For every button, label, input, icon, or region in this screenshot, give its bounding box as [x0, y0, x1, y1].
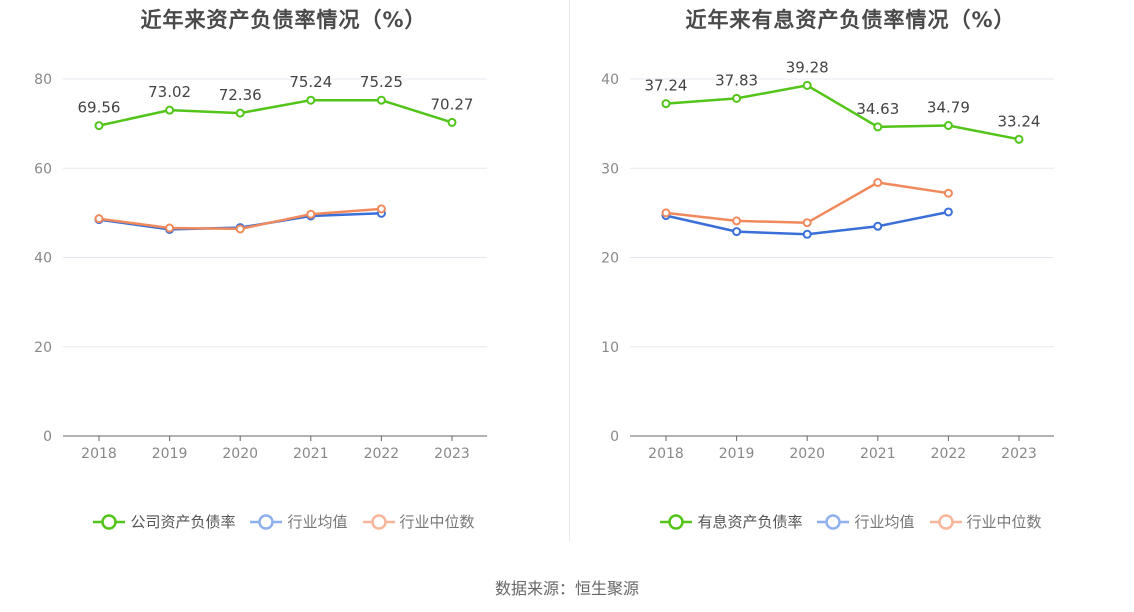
legend-item[interactable]: 行业均值	[249, 511, 348, 532]
data-point	[94, 214, 104, 224]
legend-label: 有息资产负债率	[697, 513, 803, 531]
data-point	[447, 117, 457, 127]
data-label: 75.24	[289, 73, 332, 91]
x-tick-label: 2018	[81, 446, 117, 462]
chart-title: 近年来有息资产负债率情况（%）	[685, 8, 1016, 32]
y-tick-label: 40	[601, 72, 619, 88]
y-tick-label: 80	[34, 72, 52, 88]
legend-marker-icon	[660, 513, 693, 530]
data-point	[873, 178, 883, 188]
data-point	[732, 227, 742, 237]
x-tick-label: 2022	[931, 446, 967, 462]
data-label: 72.36	[219, 86, 262, 104]
y-tick-label: 10	[601, 340, 619, 356]
legend-marker-icon	[817, 513, 850, 530]
legend-marker-icon	[250, 513, 283, 530]
data-label: 34.79	[927, 98, 970, 116]
data-point	[661, 208, 671, 218]
data-point	[235, 224, 245, 234]
data-point	[873, 122, 883, 132]
chart-title: 近年来资产负债率情况（%）	[140, 8, 427, 32]
legend-label: 行业中位数	[966, 513, 1042, 531]
legend-marker-circle	[668, 513, 685, 530]
series-line	[98, 98, 453, 127]
chart-panel-right: 近年来有息资产负债率情况（%） 0 10 20 30 40 2018 2019 2020 202…	[567, 0, 1134, 560]
x-tick-label: 2021	[293, 446, 329, 462]
data-point	[94, 121, 104, 131]
data-point	[943, 120, 953, 130]
y-tick-label: 60	[34, 161, 52, 177]
x-tick-label: 2023	[434, 446, 470, 462]
legend-marker-circle	[370, 513, 387, 530]
data-point	[235, 108, 245, 118]
y-tick-label: 40	[34, 251, 52, 267]
legend-marker-circle	[258, 513, 275, 530]
x-tick-label: 2021	[860, 446, 896, 462]
data-point	[306, 209, 316, 219]
legend-item[interactable]: 公司资产负债率	[92, 511, 235, 532]
legend-item[interactable]: 有息资产负债率	[659, 511, 802, 532]
legend-item[interactable]: 行业均值	[816, 511, 915, 532]
data-label: 34.63	[856, 100, 899, 118]
y-tick-label: 30	[601, 161, 619, 177]
x-tick-label: 2023	[1001, 446, 1037, 462]
data-point	[165, 223, 175, 233]
data-point	[1014, 134, 1024, 144]
legend-label: 行业均值	[287, 513, 348, 531]
data-point	[306, 95, 316, 105]
x-tick-label: 2020	[222, 446, 258, 462]
source-note: 数据来源：恒生聚源	[494, 579, 639, 598]
x-tick-label: 2019	[719, 446, 755, 462]
chart-legend: 公司资产负债率 行业均值 行业中位数	[0, 511, 567, 532]
data-point	[376, 95, 386, 105]
data-point	[802, 80, 812, 90]
y-tick-label: 0	[43, 429, 52, 445]
legend-marker-circle	[825, 513, 842, 530]
legend-label: 行业中位数	[399, 513, 475, 531]
data-point	[732, 216, 742, 226]
chart-panel-left: 近年来资产负债率情况（%） 0 20 40 60 80 2018 2019 2020 2021 2…	[0, 0, 567, 560]
x-tick-label: 2018	[648, 446, 684, 462]
chart-legend: 有息资产负债率 行业均值 行业中位数	[567, 511, 1134, 532]
data-point	[802, 218, 812, 228]
x-tick-label: 2022	[364, 446, 400, 462]
x-tick-label: 2020	[789, 446, 825, 462]
data-point	[873, 221, 883, 231]
line-chart-svg: 0 20 40 60 80 2018 2019 2020 2021 2022 2023 69.56 73…	[34, 72, 487, 462]
data-label: 37.24	[645, 77, 688, 95]
line-chart-svg: 0 10 20 30 40 2018 2019 2020 2021 2022 2023 37.24 37…	[601, 58, 1054, 462]
data-point	[732, 93, 742, 103]
data-point	[943, 207, 953, 217]
legend-marker-icon	[362, 513, 395, 530]
legend-item[interactable]: 行业中位数	[362, 511, 475, 532]
data-label: 73.02	[148, 83, 191, 101]
series-line	[665, 181, 949, 224]
data-label: 33.24	[998, 112, 1041, 130]
data-point	[376, 204, 386, 214]
series-line	[665, 84, 1020, 141]
legend-label: 公司资产负债率	[130, 513, 236, 531]
data-point	[943, 188, 953, 198]
data-label: 37.83	[715, 71, 758, 89]
legend-marker-icon	[929, 513, 962, 530]
data-point	[165, 105, 175, 115]
data-point	[802, 229, 812, 239]
data-label: 75.25	[360, 73, 403, 91]
x-tick-label: 2019	[152, 446, 188, 462]
y-tick-label: 0	[610, 429, 619, 445]
data-point	[661, 99, 671, 109]
data-label: 69.56	[78, 99, 121, 117]
data-label: 70.27	[431, 95, 474, 113]
panel-divider	[569, 0, 570, 542]
data-label: 39.28	[786, 58, 829, 76]
legend-marker-circle	[937, 513, 954, 530]
y-tick-label: 20	[601, 251, 619, 267]
legend-marker-circle	[101, 513, 118, 530]
legend-marker-icon	[93, 513, 126, 530]
legend-item[interactable]: 行业中位数	[929, 511, 1042, 532]
y-tick-label: 20	[34, 340, 52, 356]
legend-label: 行业均值	[854, 513, 915, 531]
